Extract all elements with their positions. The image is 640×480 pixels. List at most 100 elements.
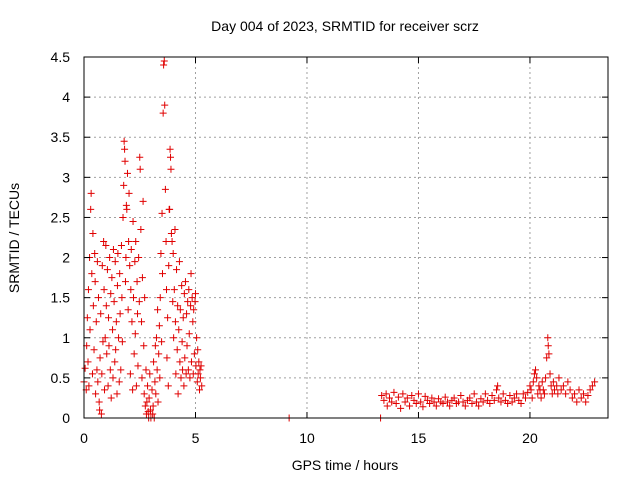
data-point — [506, 392, 514, 400]
data-point — [187, 270, 195, 278]
data-point — [446, 402, 454, 410]
data-point — [479, 398, 487, 406]
data-point — [140, 390, 148, 398]
data-point — [167, 165, 175, 173]
data-point — [185, 330, 193, 338]
data-point — [421, 392, 429, 400]
data-point — [164, 382, 172, 390]
data-point — [116, 270, 124, 278]
data-point — [100, 238, 108, 246]
data-point — [97, 310, 105, 318]
data-point — [108, 274, 116, 282]
data-point — [439, 400, 447, 408]
data-point — [138, 318, 146, 326]
data-point — [185, 286, 193, 294]
data-point — [426, 400, 434, 408]
data-point — [544, 334, 552, 342]
data-point — [127, 246, 135, 254]
data-point — [106, 366, 114, 374]
data-point — [141, 402, 149, 410]
data-point — [89, 229, 97, 237]
y-tick-label: 1.5 — [51, 290, 71, 306]
data-point — [470, 390, 478, 398]
y-tick-label: 2 — [62, 250, 70, 266]
data-point — [99, 338, 107, 346]
data-point — [181, 354, 189, 362]
data-point — [113, 390, 121, 398]
data-point — [84, 358, 92, 366]
data-point — [105, 314, 113, 322]
data-point — [136, 153, 144, 161]
data-point — [98, 262, 106, 270]
data-point — [151, 378, 159, 386]
data-point — [443, 398, 451, 406]
data-point — [84, 286, 92, 294]
data-point — [553, 382, 561, 390]
y-tick-label: 0.5 — [51, 370, 71, 386]
data-point — [131, 330, 139, 338]
x-tick-label: 20 — [522, 430, 538, 446]
data-point — [571, 390, 579, 398]
data-point — [91, 278, 99, 286]
data-point — [93, 366, 101, 374]
axis-ticks — [83, 56, 608, 419]
data-point — [534, 390, 542, 398]
data-point — [167, 229, 175, 237]
data-point — [96, 406, 104, 414]
data-point — [87, 205, 95, 213]
data-point — [158, 209, 166, 217]
plot-frame — [83, 56, 609, 419]
data-point — [526, 382, 534, 390]
data-point — [170, 334, 178, 342]
data-point — [517, 400, 525, 408]
data-point — [417, 398, 425, 406]
data-point — [178, 282, 186, 290]
x-tick-label: 5 — [192, 430, 200, 446]
data-point — [156, 374, 164, 382]
data-point — [105, 342, 113, 350]
data-point — [152, 334, 160, 342]
data-point — [529, 378, 537, 386]
data-point — [180, 290, 188, 298]
data-point — [179, 314, 187, 322]
data-point — [184, 366, 192, 374]
data-point — [173, 266, 181, 274]
data-point — [156, 294, 164, 302]
data-point — [191, 298, 199, 306]
data-point — [133, 278, 141, 286]
data-point — [115, 334, 123, 342]
data-point — [397, 404, 405, 412]
data-point — [504, 400, 512, 408]
data-point — [94, 378, 102, 386]
data-point — [198, 382, 206, 390]
data-point — [134, 362, 142, 370]
data-point — [144, 382, 152, 390]
data-point — [564, 378, 572, 386]
data-point — [586, 386, 594, 394]
data-point — [112, 318, 120, 326]
data-point — [403, 394, 411, 402]
data-point — [127, 286, 135, 294]
data-point — [119, 213, 127, 221]
data-point — [176, 358, 184, 366]
data-point — [519, 390, 527, 398]
data-point — [180, 382, 188, 390]
data-point — [102, 302, 110, 310]
data-point — [163, 286, 171, 294]
data-point — [146, 370, 154, 378]
data-point — [499, 390, 507, 398]
data-point — [432, 402, 440, 410]
data-point — [190, 306, 198, 314]
data-point — [92, 318, 100, 326]
data-point — [196, 366, 204, 374]
data-point — [126, 370, 134, 378]
data-point — [89, 302, 97, 310]
data-point — [173, 346, 181, 354]
data-point — [401, 398, 409, 406]
y-tick-label: 3 — [62, 169, 70, 185]
data-point — [575, 386, 583, 394]
data-point — [135, 298, 143, 306]
data-point — [412, 400, 420, 408]
data-point — [557, 386, 565, 394]
data-point — [111, 258, 119, 266]
